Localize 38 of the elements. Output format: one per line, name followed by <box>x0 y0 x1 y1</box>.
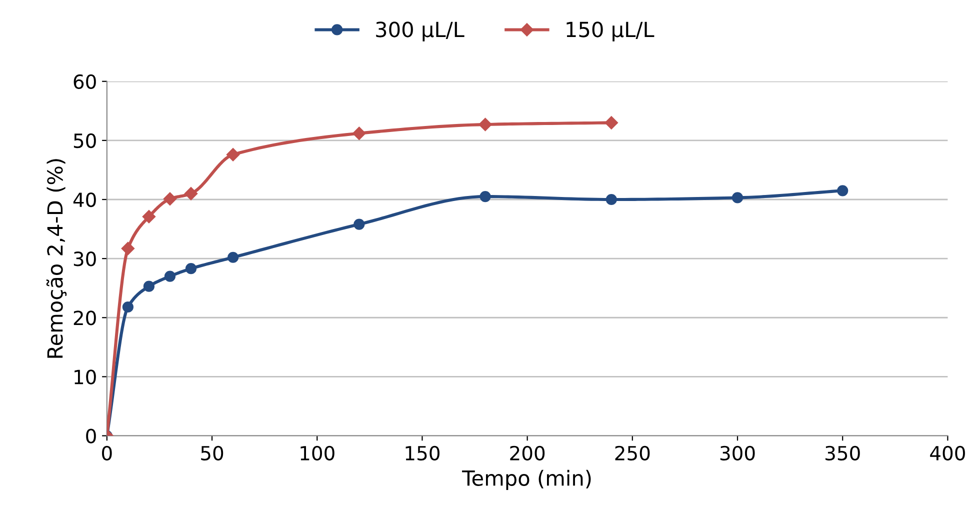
point <box>164 270 176 282</box>
point <box>478 118 492 132</box>
legend-label: 300 µL/L <box>376 22 464 42</box>
point <box>122 301 134 313</box>
point <box>606 194 617 206</box>
point <box>480 190 491 202</box>
x-tick-label: 100 <box>300 446 334 461</box>
point <box>352 126 366 140</box>
x-tick-label: 0 <box>102 446 112 461</box>
x-tick-label: 250 <box>615 446 650 461</box>
point <box>163 192 177 206</box>
point <box>143 280 155 292</box>
x-axis-title: Tempo (min) <box>462 470 591 490</box>
point <box>604 116 618 130</box>
y-tick-label: 50 <box>74 133 96 148</box>
y-tick-label: 60 <box>74 74 96 90</box>
point <box>142 210 156 224</box>
y-tick-label: 10 <box>74 370 96 384</box>
point <box>184 187 198 200</box>
point <box>226 148 240 162</box>
point <box>837 185 848 196</box>
y-tick-label: 30 <box>74 252 96 266</box>
y-tick-label: 20 <box>74 310 96 326</box>
point <box>227 252 239 263</box>
y-tick-label: 40 <box>73 192 96 208</box>
x-tick-label: 350 <box>826 446 860 461</box>
point <box>185 263 197 274</box>
x-tick-label: 50 <box>201 446 224 461</box>
y-tick-label: 0 <box>86 428 96 444</box>
x-tick-label: 400 <box>930 446 965 461</box>
point <box>354 218 365 230</box>
x-tick-label: 300 <box>720 446 755 461</box>
y-axis-title: Remoção 2,4-D (%) <box>46 159 67 358</box>
x-tick-label: 200 <box>510 446 545 461</box>
x-tick-label: 150 <box>406 446 440 461</box>
legend-label: 150 µL/L <box>566 22 654 42</box>
point <box>121 242 135 256</box>
point <box>732 192 744 204</box>
